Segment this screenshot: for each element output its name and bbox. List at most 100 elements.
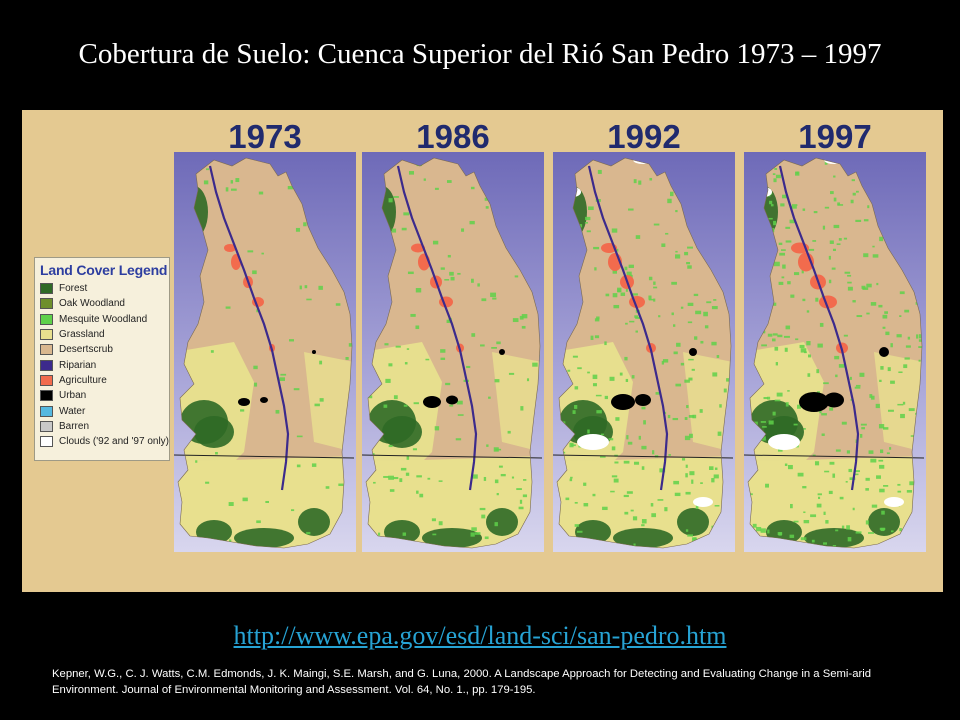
mesquite-speck <box>851 179 855 182</box>
legend-label: Desertscrub <box>59 344 113 356</box>
mesquite-speck <box>675 254 681 259</box>
mesquite-speck <box>641 524 645 527</box>
mesquite-speck <box>416 490 419 494</box>
mesquite-speck <box>293 388 300 391</box>
mesquite-speck <box>779 252 786 256</box>
mesquite-speck <box>865 477 870 481</box>
mesquite-speck <box>579 224 583 228</box>
mesquite-speck <box>773 302 777 306</box>
legend-swatch <box>40 298 53 310</box>
mesquite-speck <box>516 488 522 491</box>
mesquite-speck <box>423 178 426 181</box>
mesquite-speck <box>484 197 490 201</box>
mesquite-speck <box>592 383 597 387</box>
mesquite-speck <box>488 396 491 399</box>
mesquite-speck <box>408 171 415 175</box>
mesquite-speck <box>668 454 671 456</box>
mesquite-speck <box>440 267 445 270</box>
mesquite-speck <box>456 400 463 405</box>
source-link[interactable]: http://www.epa.gov/esd/land-sci/san-pedr… <box>233 621 727 650</box>
mesquite-speck <box>835 529 839 532</box>
mesquite-speck <box>760 528 766 533</box>
mesquite-speck <box>526 378 530 382</box>
mesquite-speck <box>821 433 825 436</box>
mesquite-speck <box>643 420 646 425</box>
forest-patch <box>194 416 234 448</box>
mesquite-speck <box>793 520 799 523</box>
mesquite-speck <box>584 221 588 224</box>
border-line <box>173 454 355 459</box>
mesquite-speck <box>592 493 596 497</box>
mesquite-speck <box>847 537 852 542</box>
mesquite-speck <box>775 362 778 366</box>
border-line <box>361 454 543 459</box>
legend-swatch <box>40 344 53 356</box>
mesquite-speck <box>865 520 869 525</box>
mesquite-speck <box>577 367 582 370</box>
mesquite-speck <box>866 283 872 288</box>
mesquite-speck <box>837 204 844 206</box>
mesquite-speck <box>896 334 902 338</box>
mesquite-speck <box>772 411 776 416</box>
legend-swatch <box>40 420 53 432</box>
mesquite-speck <box>210 350 214 353</box>
cloud-patch <box>693 497 713 507</box>
mesquite-speck <box>295 227 301 232</box>
mesquite-speck <box>388 475 394 480</box>
mesquite-speck <box>626 491 633 494</box>
forest-patch <box>234 528 294 548</box>
mesquite-speck <box>693 537 697 540</box>
mesquite-speck <box>756 526 762 532</box>
mesquite-speck <box>772 333 778 336</box>
mesquite-speck <box>425 358 430 361</box>
mesquite-speck <box>704 325 709 329</box>
legend-swatch <box>40 405 53 417</box>
mesquite-speck <box>776 392 783 397</box>
mesquite-speck <box>836 243 841 246</box>
mesquite-speck <box>716 355 720 358</box>
legend-item: Water <box>40 403 169 418</box>
mesquite-speck <box>671 312 674 316</box>
mesquite-speck <box>471 278 474 283</box>
mesquite-speck <box>253 365 258 370</box>
map-year-label: 1992 <box>607 118 680 155</box>
mesquite-speck <box>229 539 232 544</box>
mesquite-speck <box>611 446 616 451</box>
mesquite-speck <box>750 493 753 496</box>
mesquite-speck <box>726 378 731 382</box>
mesquite-speck <box>785 240 792 243</box>
mesquite-speck <box>872 245 875 248</box>
mesquite-speck <box>252 270 257 275</box>
mesquite-speck <box>899 291 905 295</box>
mesquite-speck <box>470 186 475 190</box>
mesquite-speck <box>635 235 641 239</box>
mesquite-speck <box>258 191 264 195</box>
mesquite-speck <box>650 503 654 507</box>
mesquite-speck <box>830 191 834 195</box>
mesquite-speck <box>700 340 704 344</box>
forest-patch <box>382 416 422 448</box>
mesquite-speck <box>897 483 901 486</box>
mesquite-speck <box>689 471 695 476</box>
mesquite-speck <box>404 362 408 365</box>
mesquite-speck <box>583 482 587 486</box>
mesquite-speck <box>774 168 778 170</box>
mesquite-speck <box>824 470 830 473</box>
mesquite-speck <box>215 451 218 455</box>
mesquite-speck <box>806 340 811 346</box>
legend-label: Urban <box>59 390 87 402</box>
mesquite-speck <box>481 514 486 519</box>
mesquite-speck <box>311 463 317 467</box>
mesquite-speck <box>225 187 229 192</box>
mesquite-speck <box>778 242 783 245</box>
mesquite-speck <box>808 354 812 358</box>
mesquite-speck <box>816 369 820 374</box>
legend-item: Urban <box>40 388 169 403</box>
mesquite-speck <box>378 532 381 536</box>
mesquite-speck <box>849 376 852 380</box>
mesquite-speck <box>916 334 919 339</box>
legend-label: Agriculture <box>59 374 107 386</box>
mesquite-speck <box>880 527 885 531</box>
forest-patch <box>298 508 330 536</box>
mesquite-speck <box>881 510 885 515</box>
